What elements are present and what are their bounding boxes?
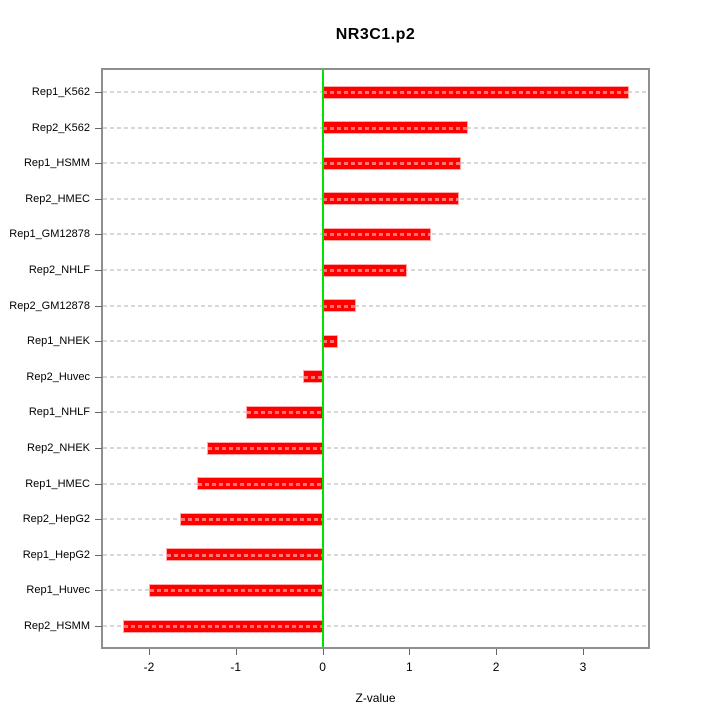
x-axis-title: Z-value [355,691,396,705]
bar [196,477,324,491]
x-tick-label: 2 [492,660,500,674]
plot-area [101,68,650,649]
x-tick-label: -1 [230,660,242,674]
bar [321,227,432,241]
y-axis-label: Rep2_GM12878 [9,299,90,312]
gridline [103,411,648,414]
bar-dash-pattern [322,197,458,201]
gridline [103,375,648,378]
y-axis-label: Rep2_Huvec [26,370,90,383]
y-axis-tick [95,448,102,449]
y-axis-label: Rep2_NHEK [27,442,90,454]
y-axis-label: Rep2_K562 [31,121,90,134]
bar [321,299,356,313]
y-axis-label: Rep1_NHLF [28,406,90,419]
y-axis-tick [95,234,102,236]
bar [303,370,324,384]
bar [321,121,469,135]
y-axis-tick [95,270,102,271]
x-axis-tick [235,649,237,655]
bar-dash-pattern [322,340,338,344]
zero-line [321,70,324,647]
bar [207,441,324,455]
y-axis-label: Rep1_HSMM [23,157,90,170]
bar-dash-pattern [322,91,629,94]
bar [321,263,407,277]
bar-dash-pattern [322,233,431,237]
y-axis-tick [95,163,102,165]
y-axis-tick [95,198,102,200]
bar [321,334,339,348]
gridline [103,304,648,307]
y-axis-tick [95,376,102,378]
x-tick-label: 0 [319,660,326,674]
x-axis-tick [148,649,150,655]
y-axis-labels: Rep1_K562 Rep2_K562 Rep1_HSMM Rep2_HMEC Rep1… [0,0,102,720]
y-axis-label: Rep2_HSMM [23,620,90,632]
y-axis-label: Rep2_HMEC [25,192,90,205]
x-axis-tick [409,649,411,655]
y-axis-label: Rep2_NHLF [28,264,90,276]
x-tick-label: 1 [406,660,413,674]
bar [122,619,324,633]
gridline [103,447,648,449]
bar [166,548,324,562]
y-axis-label: Rep2_HepG2 [22,513,90,526]
y-axis-tick [95,305,102,307]
gridline [103,482,648,485]
y-axis-tick [95,412,102,414]
x-axis-tick [582,649,584,655]
bar-dash-pattern [322,126,468,130]
y-axis-tick [95,519,102,521]
y-axis-label: Rep1_K562 [31,86,90,98]
bar-dash-pattern [322,269,406,272]
chart-title: NR3C1.p2 [335,26,416,43]
bar-dash-pattern [304,375,323,379]
bar [321,156,461,170]
bar-dash-pattern [322,304,355,308]
gridline [103,553,648,556]
bar-dash-pattern [208,447,323,450]
y-axis-tick [95,483,102,485]
gridline [103,340,648,343]
y-axis-label: Rep1_NHEK [27,335,90,348]
y-axis-label: Rep1_HepG2 [22,548,90,561]
y-axis-tick [95,626,102,627]
bar-dash-pattern [181,518,323,522]
gridline [103,625,648,627]
y-axis-tick [95,554,102,556]
x-axis-tick [496,649,498,655]
x-tick-label: -2 [143,660,155,674]
y-axis-tick [95,590,102,592]
bar-dash-pattern [149,589,323,593]
x-axis-tick [322,649,324,655]
bar-dash-pattern [197,482,323,486]
y-axis-tick [95,92,102,93]
bar-dash-pattern [322,162,460,166]
y-axis-label: Rep1_Huvec [26,584,90,597]
bar-dash-pattern [247,411,323,415]
bar-dash-pattern [167,553,323,557]
bar [246,405,324,419]
y-axis-label: Rep1_GM12878 [9,228,90,241]
bar [180,512,324,526]
y-axis-tick [95,127,102,129]
y-axis-label: Rep1_HMEC [25,477,90,490]
gridline [103,518,648,521]
bar [148,583,324,597]
bar [321,192,459,206]
gridline [103,589,648,592]
y-axis-tick [95,341,102,343]
bar-dash-pattern [123,625,323,628]
bar [321,85,630,99]
x-tick-label: 3 [579,660,587,674]
